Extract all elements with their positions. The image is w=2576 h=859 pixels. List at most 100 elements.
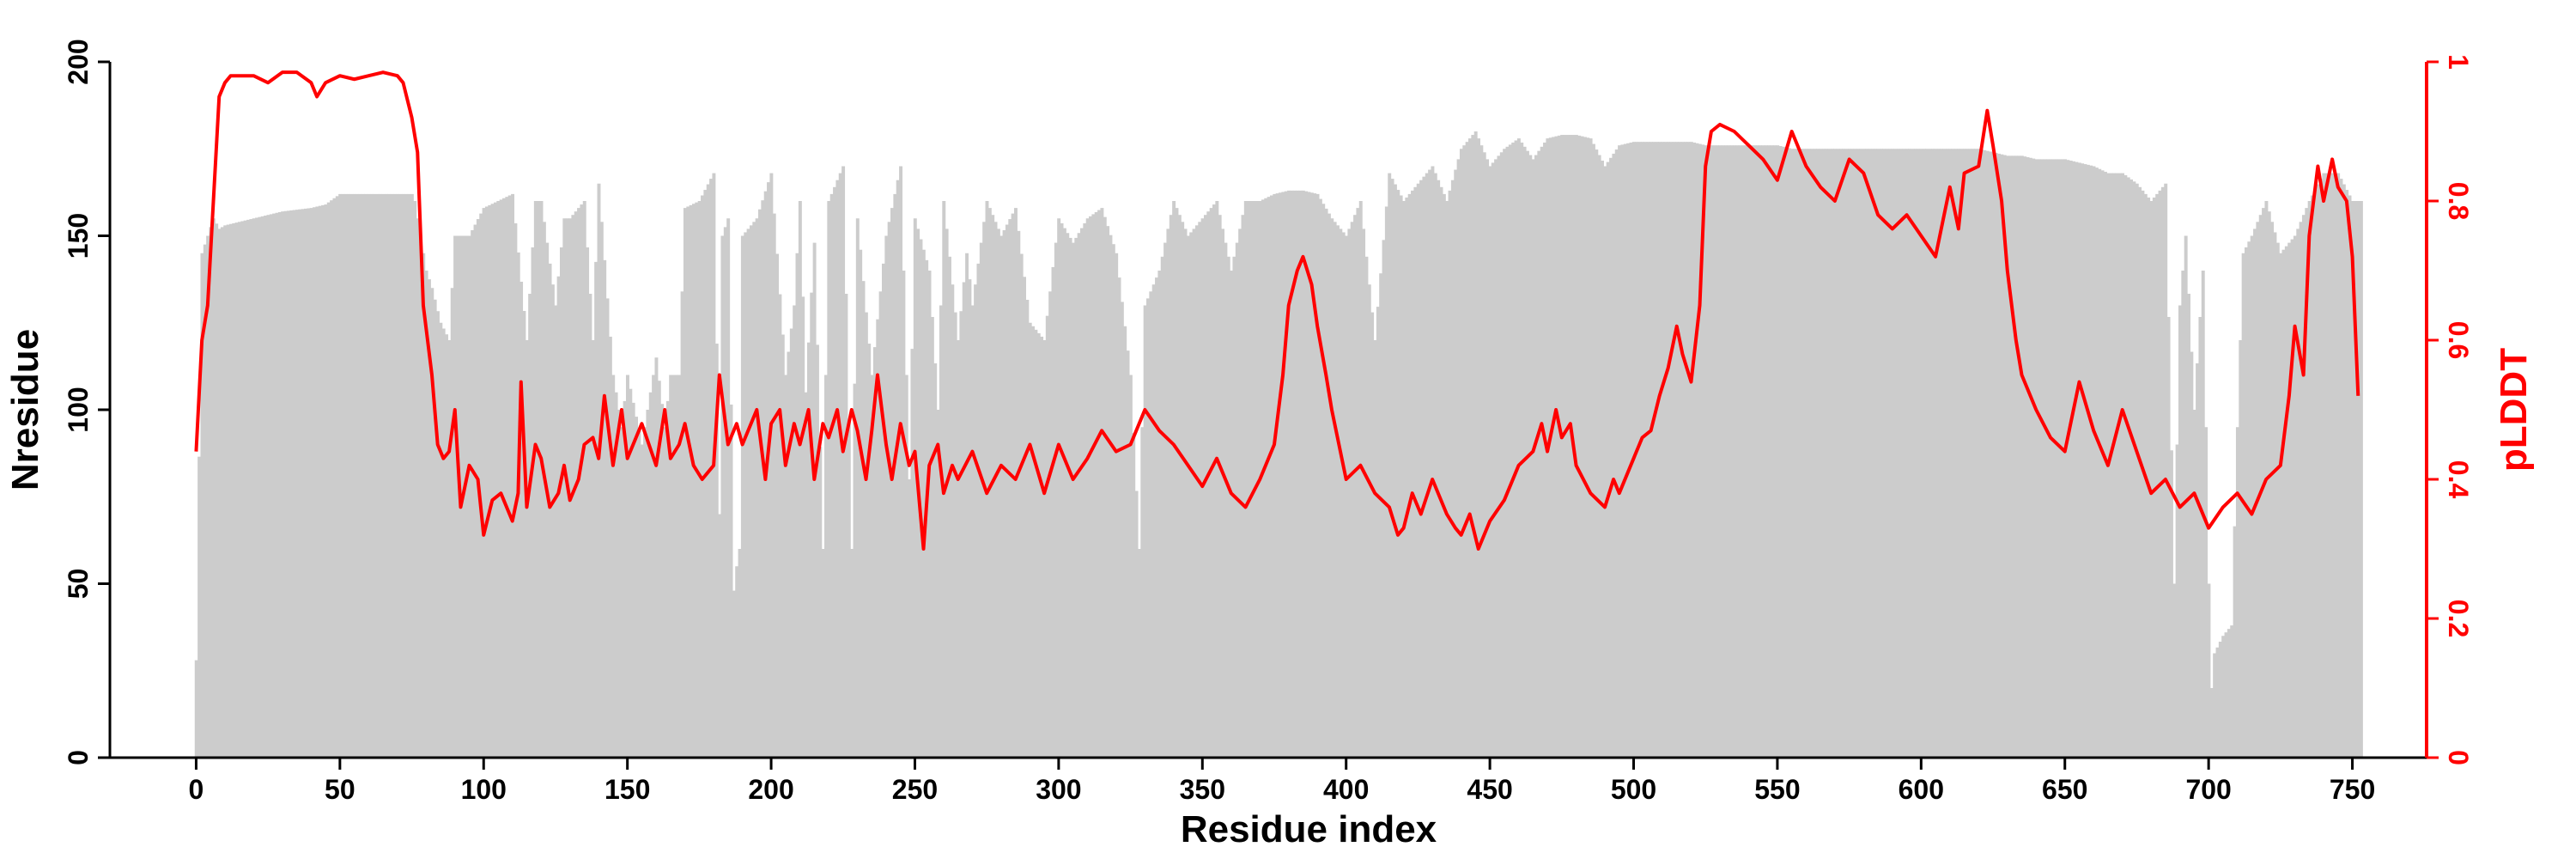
residue-bar bbox=[1054, 242, 1058, 758]
residue-bar bbox=[608, 336, 612, 758]
residue-bar bbox=[513, 222, 518, 758]
residue-bar bbox=[1318, 198, 1322, 758]
residue-bar bbox=[1865, 149, 1868, 758]
residue-bar bbox=[962, 282, 966, 758]
residue-bar bbox=[422, 253, 426, 758]
residue-bar bbox=[1442, 193, 1446, 758]
residue-bar bbox=[669, 375, 673, 758]
residue-bar bbox=[430, 288, 434, 758]
residue-bar bbox=[309, 208, 313, 758]
residue-bar bbox=[985, 201, 989, 758]
residue-bar bbox=[2187, 294, 2190, 758]
residue-bar bbox=[2301, 215, 2306, 758]
residue-bar bbox=[1948, 149, 1953, 758]
residue-bar bbox=[1781, 146, 1785, 758]
residue-bar bbox=[1275, 193, 1279, 758]
residue-bar bbox=[240, 221, 245, 758]
residue-bar bbox=[2089, 165, 2093, 758]
residue-bar bbox=[1859, 149, 1863, 758]
residue-bar bbox=[1115, 253, 1119, 758]
residue-bar bbox=[439, 322, 443, 758]
residue-bar bbox=[1494, 159, 1498, 758]
residue-bar bbox=[640, 444, 644, 758]
residue-bar bbox=[456, 235, 460, 758]
residue-bar bbox=[1744, 145, 1748, 758]
residue-bar bbox=[959, 311, 963, 758]
residue-bar bbox=[1341, 232, 1346, 758]
residue-bar bbox=[1595, 149, 1599, 758]
residue-bar bbox=[2215, 647, 2220, 758]
residue-bar bbox=[2049, 159, 2053, 758]
residue-bar bbox=[818, 447, 823, 758]
residue-bar bbox=[1358, 201, 1363, 758]
residue-bar bbox=[1936, 149, 1941, 758]
residue-bar bbox=[211, 218, 216, 758]
residue-bar bbox=[1183, 228, 1188, 758]
residue-bar bbox=[1672, 142, 1676, 758]
residue-bar bbox=[1123, 326, 1127, 758]
residue-bar bbox=[1062, 228, 1066, 758]
residue-bar bbox=[2123, 175, 2128, 758]
residue-bar bbox=[1025, 300, 1030, 758]
residue-bar bbox=[1603, 166, 1607, 758]
residue-bar bbox=[2028, 157, 2032, 758]
residue-bar bbox=[1718, 145, 1722, 758]
right-y-tick-label: 0.8 bbox=[2443, 182, 2474, 220]
residue-bar bbox=[1401, 201, 1406, 758]
residue-bar bbox=[217, 228, 222, 758]
residue-bar bbox=[347, 193, 351, 758]
residue-bar bbox=[1479, 145, 1484, 758]
residue-bar bbox=[2218, 642, 2222, 758]
residue-bar bbox=[1552, 137, 1556, 758]
residue-bar bbox=[335, 196, 339, 758]
residue-bar bbox=[313, 207, 316, 758]
residue-bar bbox=[1151, 284, 1156, 758]
residue-bar bbox=[2178, 305, 2182, 758]
residue-bar bbox=[1669, 142, 1674, 758]
residue-bar bbox=[1586, 137, 1590, 758]
residue-bar bbox=[1230, 271, 1234, 758]
residue-bar bbox=[203, 244, 207, 758]
residue-bar bbox=[580, 204, 584, 758]
residue-bar bbox=[625, 375, 629, 758]
residue-bar bbox=[1376, 307, 1380, 758]
residue-bar bbox=[1902, 149, 1906, 758]
residue-bar bbox=[629, 388, 633, 758]
residue-bar bbox=[1574, 135, 1578, 758]
x-tick-label: 250 bbox=[892, 774, 938, 805]
residue-bar bbox=[2135, 183, 2139, 758]
residue-bar bbox=[1356, 208, 1360, 758]
residue-bar bbox=[1629, 142, 1633, 758]
right-y-tick-label: 1 bbox=[2443, 54, 2474, 70]
right-y-axis-title: pLDDT bbox=[2493, 348, 2535, 472]
residue-bar bbox=[1712, 145, 1716, 758]
residue-bar bbox=[1146, 298, 1150, 758]
residue-bar bbox=[1309, 192, 1314, 758]
right-y-tick-label: 0.2 bbox=[2443, 600, 2474, 637]
residue-bar bbox=[2092, 166, 2096, 758]
residue-bar bbox=[1853, 149, 1857, 758]
residue-bar bbox=[1425, 173, 1429, 758]
residue-bar bbox=[2006, 155, 2010, 758]
residue-bar bbox=[194, 660, 198, 758]
residue-bar bbox=[835, 180, 840, 758]
residue-bar bbox=[2227, 629, 2231, 758]
residue-bar bbox=[665, 400, 670, 758]
residue-bar bbox=[1186, 235, 1190, 758]
residue-bar bbox=[643, 427, 647, 758]
residue-bar bbox=[1120, 302, 1124, 758]
residue-bar bbox=[539, 201, 544, 758]
residue-bar bbox=[648, 392, 653, 758]
residue-bar bbox=[1091, 214, 1096, 758]
residue-bar bbox=[1764, 145, 1768, 758]
residue-bar bbox=[605, 298, 610, 758]
residue-bar bbox=[2270, 222, 2275, 758]
residue-bar bbox=[436, 311, 440, 758]
residue-bar bbox=[424, 271, 428, 758]
residue-bar bbox=[548, 263, 552, 758]
residue-bar bbox=[1301, 190, 1305, 758]
residue-bar bbox=[1923, 149, 1926, 758]
x-tick-label: 750 bbox=[2330, 774, 2375, 805]
residue-bar bbox=[473, 224, 477, 758]
